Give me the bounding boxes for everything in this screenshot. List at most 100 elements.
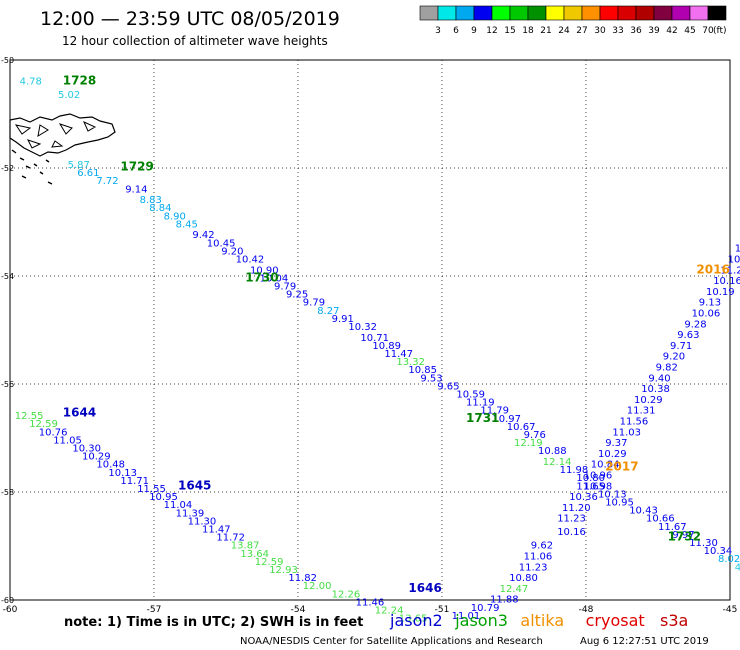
wave-height-value: 9.20	[663, 352, 685, 363]
wave-height-value: 10.34	[704, 546, 733, 557]
wave-height-value: 10.16	[713, 276, 740, 287]
wave-height-value: 13.32	[396, 357, 425, 368]
wave-height-value: 11.67	[658, 522, 687, 533]
wave-height-value: 10.66	[646, 514, 675, 525]
wave-height-value: 9.76	[524, 430, 546, 441]
pass-time-labels: 1728 1729 1730 1731 1732 1644 1645 1646 2016 2017	[63, 73, 730, 595]
wave-height-value: 11.65	[576, 481, 605, 492]
map-frame	[9, 59, 731, 601]
pass-time-label: 1732	[668, 530, 701, 544]
wave-height-value: 11.30	[188, 516, 217, 527]
wave-height-value: 10.95	[605, 498, 634, 509]
wave-height-value: 11.06	[524, 552, 553, 563]
lon-tick-label: -57	[147, 605, 162, 615]
color-swatch-11	[617, 5, 637, 21]
wave-height-value: 7.72	[96, 176, 118, 187]
wave-height-value: 10.98	[584, 481, 613, 492]
wave-height-value: 9.79	[303, 298, 325, 309]
wave-height-value: 9.13	[699, 298, 721, 309]
wave-height-value: 5.87	[68, 160, 90, 171]
wave-height-value: 10.29	[598, 449, 627, 460]
wave-height-value: 10.71	[360, 333, 389, 344]
color-scale-tick: 9	[471, 26, 477, 36]
wave-height-value: 10.59	[456, 390, 485, 401]
wave-height-value: 9.53	[420, 373, 442, 384]
color-swatch-16	[707, 5, 727, 21]
wave-height-points: 4.78 5.02 5.876.617.72 9.148.838.848.908.45…	[15, 76, 740, 624]
lon-tick-label: -45	[723, 605, 738, 615]
wave-height-value: 11.20	[562, 503, 591, 514]
color-swatch-13	[653, 5, 673, 21]
wave-height-value: 9.40	[648, 373, 670, 384]
wave-height-value: 9.65	[437, 381, 459, 392]
wave-height-value: 10.95	[149, 492, 178, 503]
wave-height-value: 8.27	[317, 306, 339, 317]
footer-timestamp: Aug 6 12:27:51 UTC 2019	[580, 636, 709, 647]
wave-height-value: 10.36	[569, 492, 598, 503]
color-swatch-4	[491, 5, 511, 21]
pass-time-label: 1730	[245, 270, 278, 284]
longitude-tick-labels: -60 -57 -54 -51 -48 -45	[3, 605, 738, 615]
color-scale-tick: 24	[558, 26, 570, 36]
falkland-islands-coastline	[9, 113, 116, 185]
wave-height-value: 12.24	[375, 606, 404, 617]
lon-tick-label: -48	[579, 605, 594, 615]
wave-height-value: 11.23	[557, 514, 586, 525]
wave-height-value: 10.32	[348, 322, 377, 333]
color-swatch-6	[527, 5, 547, 21]
color-scale-tick: 27	[576, 26, 587, 36]
wave-height-value: 11.47	[202, 525, 231, 536]
wave-height-value: 6.61	[77, 168, 99, 179]
wave-height-value: 11.23	[519, 562, 548, 573]
wave-height-value: 11.03	[612, 427, 641, 438]
pass-time-label: 1646	[408, 581, 441, 595]
wave-height-value: 11.98	[560, 465, 589, 476]
wave-height-value: 9.91	[332, 314, 354, 325]
wave-height-value: 12.93	[269, 565, 298, 576]
color-scale-tick: 12	[486, 26, 497, 36]
wave-height-value: 4.78	[20, 76, 42, 87]
color-scale-tick: 45	[684, 26, 695, 36]
wave-height-value: 10.88	[538, 446, 567, 457]
color-scale-tick: 15	[504, 26, 515, 36]
color-scale-tick: 30	[594, 26, 606, 36]
lat-tick-label: -58	[1, 488, 14, 497]
wave-height-value: 9.42	[192, 230, 214, 241]
color-scale-tick: 36	[630, 26, 642, 36]
page-subtitle: 12 hour collection of altimeter wave hei…	[62, 34, 328, 48]
wave-height-value: 12.59	[255, 557, 284, 568]
wave-height-value: 9.20	[221, 246, 243, 257]
wave-height-value: 10.79	[471, 603, 500, 614]
wave-height-value: 11.39	[176, 508, 205, 519]
wave-height-value: 13.87	[231, 541, 260, 552]
wave-height-value: 10.97	[492, 414, 521, 425]
wave-height-value: 11.79	[480, 406, 509, 417]
color-swatch-7	[545, 5, 565, 21]
color-scale-bar: 3 6 9 12 15 18 21 24 27 30 33 36 39 42 45 70	[419, 5, 727, 36]
wave-height-value: 11.47	[384, 349, 413, 360]
wave-height-value: 10.48	[96, 460, 125, 471]
footer-note: note: 1) Time is in UTC; 2) SWH is in fe…	[64, 615, 363, 630]
color-swatch-8	[563, 5, 583, 21]
wave-height-value: 10.90	[250, 265, 279, 276]
wave-height-value: 9.62	[531, 541, 553, 552]
wave-height-value: 9.82	[656, 363, 678, 374]
wave-height-value: 10.06	[692, 309, 721, 320]
wave-height-value: 10.13	[108, 468, 137, 479]
wave-height-value: 10.45	[207, 238, 236, 249]
wave-height-value: 13.64	[240, 549, 269, 560]
color-scale-tick: 3	[435, 26, 441, 36]
pass-time-label: 1644	[63, 405, 96, 419]
pass-time-label: 1645	[178, 478, 211, 492]
wave-height-value: 10.80	[509, 573, 538, 584]
wave-height-value: 10.61	[728, 255, 740, 266]
wave-height-value: 10.29	[82, 452, 111, 463]
wave-height-value: 12.26	[332, 589, 361, 600]
color-swatch-15	[689, 5, 709, 21]
latitude-tick-labels: -50 -52 -54 -56 -58 -60	[1, 56, 14, 605]
wave-height-value: 11.30	[689, 538, 718, 549]
wave-height-value: 10.96	[584, 471, 613, 482]
color-scale-tick: 42	[666, 26, 677, 36]
wave-height-value: 11.46	[356, 597, 385, 608]
